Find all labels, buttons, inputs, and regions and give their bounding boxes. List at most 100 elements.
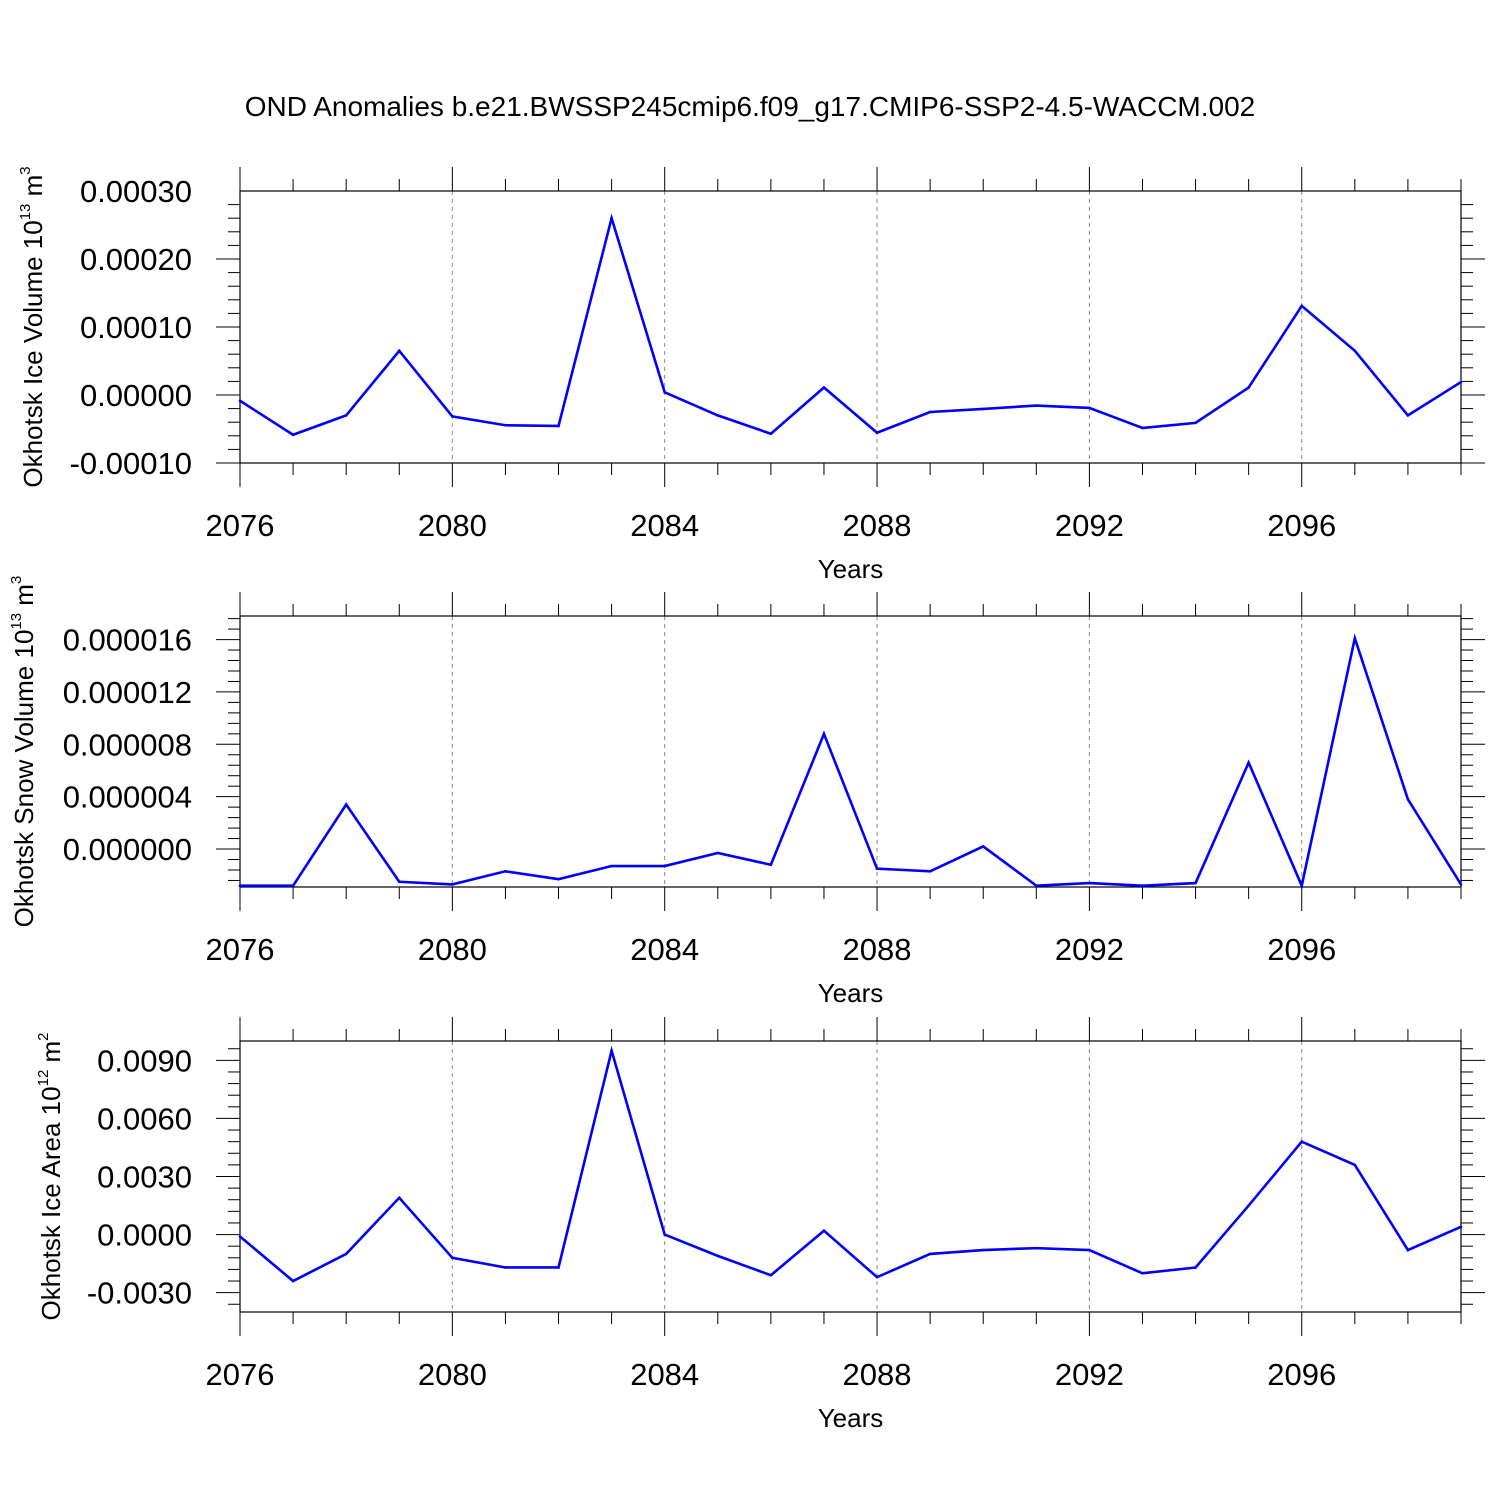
x-tick-label: 2092	[1055, 932, 1124, 967]
data-point	[1353, 349, 1357, 353]
y-axis-label-exponent: 3	[8, 576, 25, 584]
x-tick-label: 2076	[206, 508, 275, 543]
data-point	[504, 423, 507, 427]
data-point	[397, 1196, 401, 1200]
data-point	[557, 1266, 560, 1269]
y-tick-label: -0.0030	[87, 1276, 192, 1311]
y-axis-label-part: Okhotsk Ice Area 10	[36, 1086, 66, 1320]
y-tick-label: 0.00020	[80, 242, 192, 277]
y-tick-label: 0.00010	[80, 310, 192, 345]
y-tick-label: 0.000016	[63, 623, 192, 658]
data-point	[663, 1233, 666, 1236]
series-line	[239, 213, 1462, 437]
data-point	[1459, 380, 1463, 384]
data-point	[397, 349, 401, 353]
x-tick-label: 2088	[843, 932, 912, 967]
data-point	[1300, 1140, 1304, 1143]
data-point	[716, 851, 720, 855]
x-tick-label: 2076	[206, 932, 275, 967]
y-tick-label: 0.000004	[63, 780, 192, 815]
x-tick-label: 2080	[418, 932, 487, 967]
data-point	[610, 216, 613, 220]
y-tick-label: 0.000008	[63, 727, 192, 762]
data-point	[1459, 1225, 1463, 1229]
y-axis-label-exponent: 13	[8, 613, 25, 630]
data-point	[1406, 1248, 1410, 1252]
data-point	[557, 877, 560, 881]
data-point	[504, 869, 507, 873]
y-axis-label-part: m	[18, 175, 48, 204]
y-tick-label: 0.0060	[97, 1101, 192, 1136]
data-point	[716, 1254, 720, 1258]
data-point	[1300, 304, 1304, 308]
y-axis-label-exponent: 13	[17, 204, 34, 221]
plot-frame	[239, 615, 1462, 888]
y-axis-label-exponent: 2	[35, 1032, 52, 1040]
data-point	[716, 414, 720, 417]
y-tick-label: 0.000012	[63, 675, 192, 710]
data-point	[769, 1273, 773, 1277]
data-point	[822, 1229, 826, 1232]
data-point	[344, 1252, 348, 1256]
data-point	[1459, 883, 1463, 886]
y-tick-label: 0.00030	[80, 174, 192, 209]
data-point	[451, 415, 454, 418]
data-point	[875, 431, 879, 435]
x-tick-label: 2096	[1267, 508, 1336, 543]
data-point	[822, 386, 826, 389]
data-point	[1194, 1266, 1197, 1269]
data-point	[344, 414, 348, 417]
data-point	[1141, 1271, 1144, 1275]
data-point	[769, 863, 773, 867]
data-point	[928, 1252, 932, 1256]
x-axis-label: Years	[818, 978, 884, 1008]
y-tick-label: 0.0090	[97, 1043, 192, 1078]
data-point	[1247, 1204, 1250, 1207]
x-tick-label: 2096	[1267, 1357, 1336, 1392]
y-axis-label-exponent: 3	[17, 166, 34, 174]
data-point	[504, 1266, 507, 1269]
x-tick-label: 2092	[1055, 1357, 1124, 1392]
x-tick-label: 2088	[843, 1357, 912, 1392]
data-point	[928, 410, 932, 414]
data-point	[238, 1235, 242, 1238]
data-point	[1247, 386, 1250, 389]
data-point	[1353, 636, 1357, 640]
data-point	[1141, 884, 1144, 887]
data-point	[1406, 797, 1410, 801]
series-line	[239, 1045, 1462, 1283]
data-point	[663, 390, 666, 394]
data-point	[451, 883, 454, 886]
y-tick-label: 0.000000	[63, 832, 192, 867]
data-point	[1035, 884, 1038, 887]
plot-frame	[239, 190, 1462, 464]
data-point	[822, 732, 826, 736]
series-line	[240, 633, 1463, 890]
data-point	[1035, 1246, 1038, 1250]
data-point	[238, 399, 242, 403]
x-tick-label: 2084	[630, 932, 699, 967]
data-point	[769, 432, 773, 436]
y-axis-label-part: Okhotsk Snow Volume 10	[9, 630, 39, 928]
data-point	[1088, 406, 1091, 410]
data-point	[1088, 881, 1091, 885]
y-tick-label: 0.0000	[97, 1218, 192, 1253]
x-tick-label: 2076	[206, 1357, 275, 1392]
data-point	[1247, 761, 1250, 764]
data-point	[1300, 884, 1304, 887]
data-point	[1194, 421, 1197, 425]
x-tick-label: 2096	[1267, 932, 1336, 967]
y-tick-label: 0.0030	[97, 1160, 192, 1195]
y-axis-label-part: Okhotsk Ice Volume 10	[18, 220, 48, 487]
y-axis-label: Okhotsk Ice Area 1012 m2	[35, 1032, 66, 1320]
y-axis-label: Okhotsk Ice Volume 1013 m3	[17, 166, 48, 487]
figure-title: OND Anomalies b.e21.BWSSP245cmip6.f09_g1…	[245, 91, 1256, 122]
panel-snow-volume: 2076 2080 2084 2088 2092 2096 0.000000 0.000004…	[8, 576, 1485, 1008]
data-point	[451, 1256, 454, 1260]
panel-ice-area: 2076 2080 2084 2088 2092 2096 -0.0030 0.0000 0.0…	[35, 1017, 1485, 1433]
data-point	[291, 1279, 295, 1283]
x-tick-label: 2084	[630, 1357, 699, 1392]
x-tick-label: 2084	[630, 508, 699, 543]
data-point	[1194, 881, 1197, 885]
